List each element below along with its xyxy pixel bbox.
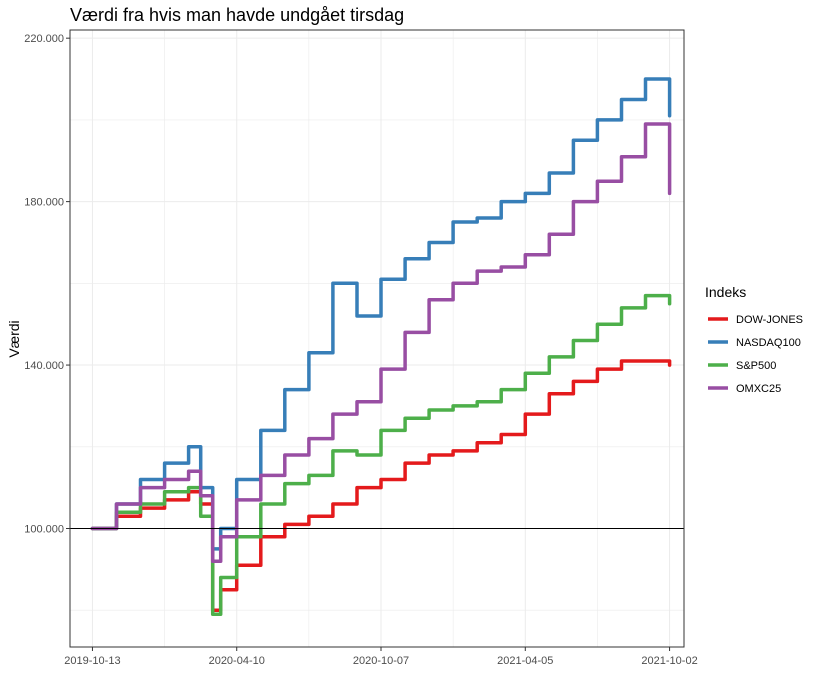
y-tick-label: 140.000 — [24, 360, 64, 372]
legend: Indeks DOW-JONES NASDAQ100 S&P500 OMXC25 — [705, 284, 803, 395]
series-line-omxc25 — [90, 122, 672, 563]
x-tick-label: 2020-04-10 — [209, 655, 265, 667]
chart-title: Værdi fra hvis man havde undgået tirsdag — [70, 5, 404, 25]
legend-label-dow-jones: DOW-JONES — [736, 314, 803, 326]
series-group — [90, 77, 672, 617]
plot-background — [70, 30, 684, 647]
x-tick-label: 2021-04-05 — [497, 655, 553, 667]
legend-label-s-p500: S&P500 — [736, 360, 776, 372]
y-tick-label: 100.000 — [24, 524, 64, 536]
series-line-s-p500 — [90, 293, 672, 617]
x-axis: 2019-10-13 2020-04-10 2020-10-07 2021-04-05… — [64, 647, 698, 667]
legend-label-nasdaq100: NASDAQ100 — [736, 337, 801, 349]
y-tick-label: 180.000 — [24, 197, 64, 209]
y-axis-title: Værdi — [6, 320, 22, 357]
x-tick-label: 2020-10-07 — [353, 655, 409, 667]
x-tick-label: 2021-10-02 — [641, 655, 697, 667]
plot-border — [69, 29, 685, 648]
series-line-dow-jones — [90, 359, 672, 612]
legend-label-omxc25: OMXC25 — [736, 383, 781, 395]
y-tick-label: 220.000 — [24, 33, 64, 45]
x-tick-label: 2019-10-13 — [64, 655, 120, 667]
series-line-nasdaq100 — [90, 77, 672, 551]
grid-lines — [70, 30, 684, 647]
legend-title: Indeks — [705, 284, 746, 300]
y-axis: 100.000 140.000 180.000 220.000 — [24, 33, 70, 536]
